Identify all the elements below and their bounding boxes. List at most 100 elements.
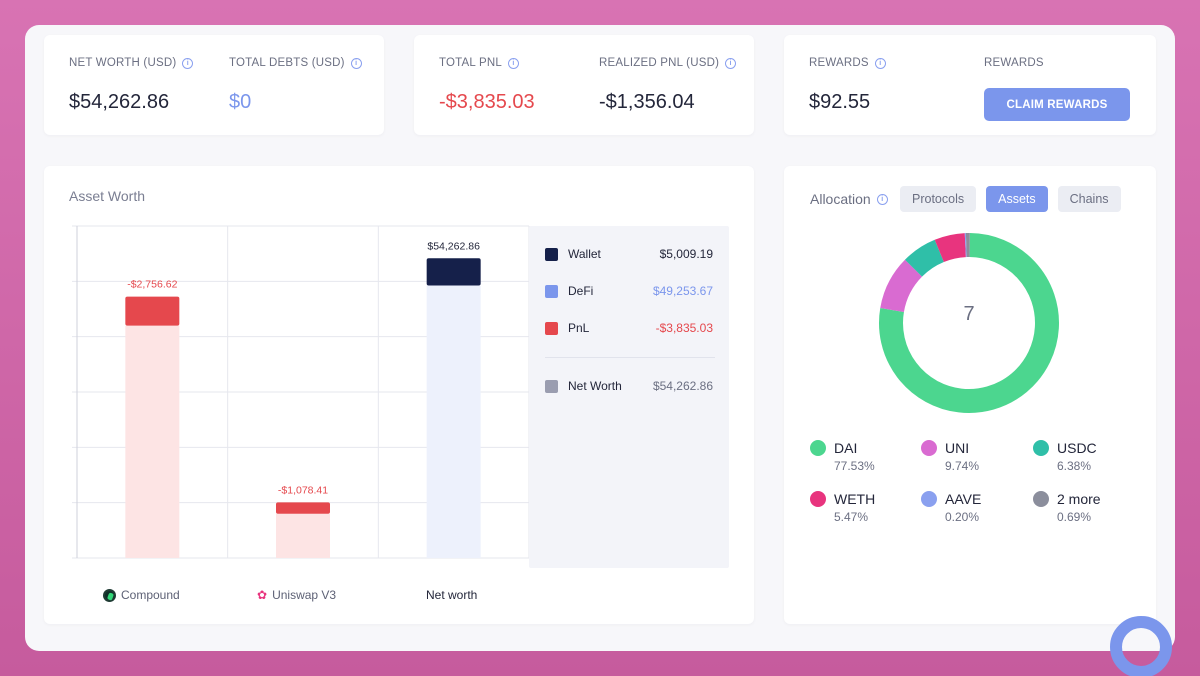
info-icon[interactable]: i — [182, 57, 194, 69]
legend-value: -$3,835.03 — [655, 321, 713, 335]
allocation-tabs: Protocols Assets Chains — [900, 186, 1121, 212]
donut-slice-uni[interactable] — [880, 259, 923, 313]
donut-slice-usdc[interactable] — [904, 239, 945, 277]
net-worth-label: NET WORTH (USD) — [69, 57, 177, 69]
pnl-card: TOTAL PNL i -$3,835.03 REALIZED PNL (USD)… — [414, 35, 754, 135]
bar-position — [426, 285, 481, 558]
info-icon[interactable]: i — [725, 57, 737, 69]
donut-slice-dai[interactable] — [879, 233, 1059, 413]
legend-name: Net Worth — [568, 379, 622, 393]
realized-pnl-stat: REALIZED PNL (USD) i -$1,356.04 — [599, 57, 737, 114]
allocation-name: UNI — [945, 440, 970, 456]
allocation-pct: 6.38% — [1057, 459, 1092, 473]
uni-dot — [921, 440, 937, 456]
donut-center-count: 7 — [963, 303, 975, 325]
x-label-uniswap: ✿ Uniswap V3 — [257, 588, 336, 602]
allocation-item-dai[interactable]: DAI 77.53% — [810, 440, 875, 473]
legend-swatch — [545, 379, 558, 393]
bar-pnl — [276, 502, 330, 514]
x-label-text: Uniswap V3 — [272, 588, 337, 602]
realized-pnl-value: -$1,356.04 — [599, 91, 695, 113]
legend-row-net-worth: Net Worth $54,262.86 — [545, 376, 713, 396]
legend-value: $5,009.19 — [659, 247, 713, 261]
info-icon[interactable]: i — [507, 57, 519, 69]
allocation-name: AAVE — [945, 491, 982, 507]
allocation-pct: 5.47% — [834, 510, 869, 524]
chart-legend: Wallet $5,009.19 DeFi $49,253.67 PnL -$3… — [529, 226, 729, 568]
legend-swatch — [545, 284, 558, 298]
more-dot — [1033, 491, 1049, 507]
net-worth-stat: NET WORTH (USD) i $54,262.86 — [69, 57, 194, 114]
bar-pnl — [125, 296, 180, 326]
allocation-item-weth[interactable]: WETH 5.47% — [810, 491, 875, 524]
bar-position — [125, 325, 180, 558]
asset-worth-title: Asset Worth — [69, 188, 145, 204]
legend-row-pnl: PnL -$3,835.03 — [545, 318, 713, 338]
allocation-pct: 77.53% — [834, 459, 875, 473]
total-debts-label: TOTAL DEBTS (USD) — [229, 57, 345, 69]
usdc-dot — [1033, 440, 1049, 456]
rewards-stat: REWARDS i $92.55 — [809, 57, 886, 114]
legend-swatch — [545, 247, 558, 261]
app-window: NET WORTH (USD) i $54,262.86 TOTAL DEBTS … — [25, 25, 1175, 651]
help-chat-icon[interactable] — [1110, 616, 1172, 676]
allocation-pct: 9.74% — [945, 459, 980, 473]
info-icon[interactable]: i — [350, 57, 362, 69]
total-debts-stat: TOTAL DEBTS (USD) i $0 — [229, 57, 362, 114]
bar-position — [276, 513, 330, 558]
allocation-title: Allocation i — [810, 191, 888, 207]
x-label-compound: Compound — [103, 588, 180, 602]
bar-data-label: -$1,078.41 — [278, 484, 328, 496]
allocation-name: 2 more — [1057, 491, 1101, 507]
bar-wallet — [426, 258, 481, 286]
allocation-name: WETH — [834, 491, 876, 507]
claim-rewards-button[interactable]: CLAIM REWARDS — [984, 88, 1130, 121]
bar-data-label: $54,262.86 — [427, 240, 480, 252]
allocation-title-text: Allocation — [810, 191, 871, 207]
total-debts-value: $0 — [229, 91, 252, 113]
allocation-name: DAI — [834, 440, 858, 456]
x-label-net-worth: Net worth — [426, 588, 477, 602]
total-pnl-stat: TOTAL PNL i -$3,835.03 — [439, 57, 535, 114]
allocation-pct: 0.69% — [1057, 510, 1092, 524]
legend-value: $49,253.67 — [652, 284, 713, 298]
weth-dot — [810, 491, 826, 507]
info-icon[interactable]: i — [876, 193, 888, 205]
allocation-card: Allocation i Protocols Assets Chains 7 D… — [784, 166, 1156, 624]
net-worth-value: $54,262.86 — [69, 91, 170, 113]
tab-chains[interactable]: Chains — [1057, 186, 1121, 212]
donut-slice-weth[interactable] — [934, 233, 967, 263]
allocation-item-uni[interactable]: UNI 9.74% — [921, 440, 979, 473]
realized-pnl-label: REALIZED PNL (USD) — [599, 57, 720, 69]
x-label-text: Net worth — [426, 588, 478, 602]
legend-name: DeFi — [568, 284, 594, 298]
x-label-text: Compound — [121, 588, 180, 602]
info-icon[interactable]: i — [874, 57, 886, 69]
rewards-label: REWARDS — [809, 57, 869, 69]
rewards-value: $92.55 — [809, 91, 871, 113]
legend-value: $54,262.86 — [652, 379, 713, 393]
rewards-claim-label: REWARDS — [984, 57, 1044, 69]
allocation-donut — [879, 233, 1059, 413]
total-pnl-label: TOTAL PNL — [439, 57, 502, 69]
compound-icon — [103, 588, 116, 602]
legend-row-wallet: Wallet $5,009.19 — [545, 244, 713, 264]
allocation-item-aave[interactable]: AAVE 0.20% — [921, 491, 981, 524]
net-worth-card: NET WORTH (USD) i $54,262.86 TOTAL DEBTS … — [44, 35, 384, 135]
allocation-pct: 0.20% — [945, 510, 980, 524]
total-pnl-value: -$3,835.03 — [439, 91, 535, 113]
rewards-card: REWARDS i $92.55 REWARDS CLAIM REWARDS — [784, 35, 1156, 135]
allocation-item-more[interactable]: 2 more 0.69% — [1033, 491, 1101, 524]
uniswap-icon: ✿ — [257, 588, 268, 602]
allocation-item-usdc[interactable]: USDC 6.38% — [1033, 440, 1097, 473]
aave-dot — [921, 491, 937, 507]
legend-divider — [545, 357, 715, 358]
legend-name: Wallet — [568, 247, 601, 261]
bar-data-label: -$2,756.62 — [127, 279, 177, 291]
tab-assets[interactable]: Assets — [986, 186, 1048, 212]
legend-name: PnL — [568, 321, 590, 335]
rewards-claim-stat: REWARDS — [984, 57, 1044, 69]
dai-dot — [810, 440, 826, 456]
tab-protocols[interactable]: Protocols — [900, 186, 977, 212]
allocation-name: USDC — [1057, 440, 1097, 456]
